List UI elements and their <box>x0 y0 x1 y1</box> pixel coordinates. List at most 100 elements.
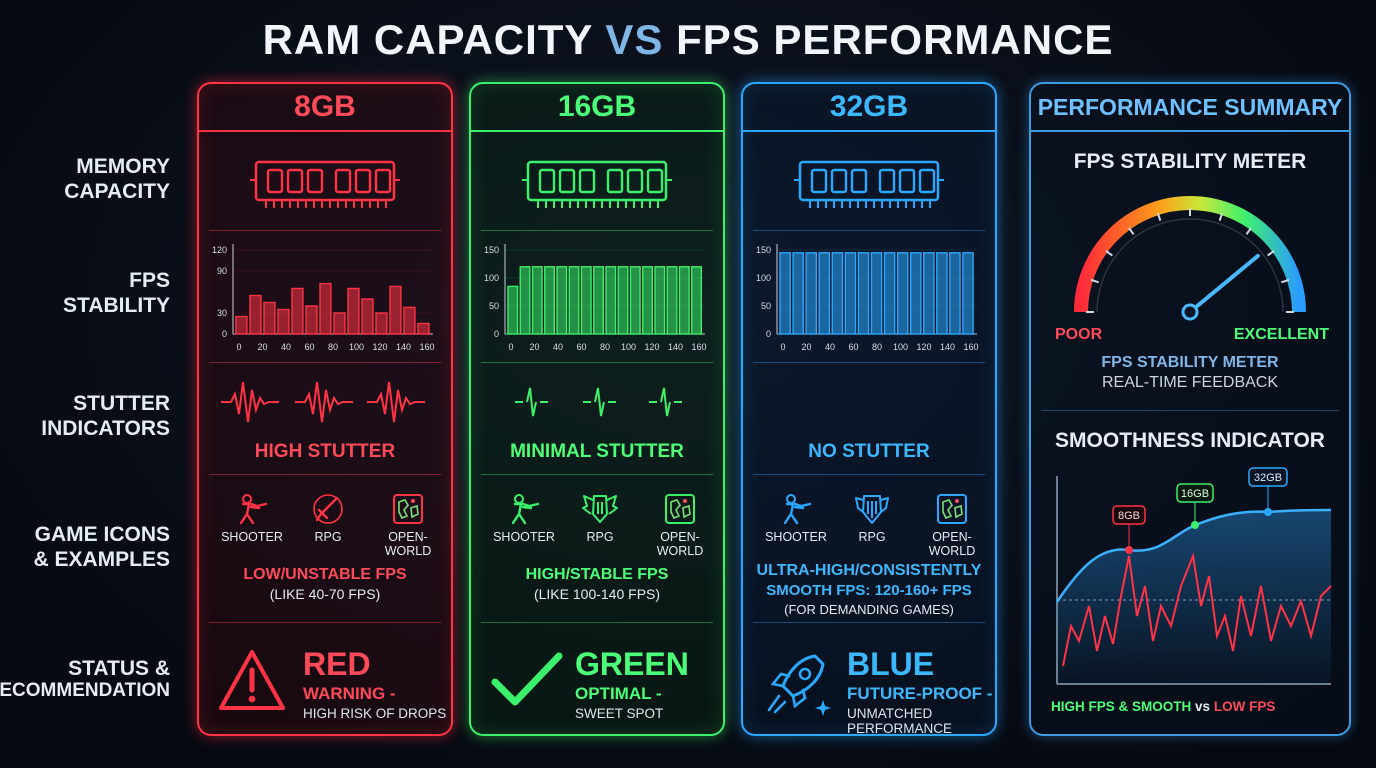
divider <box>481 362 713 363</box>
game-rpg: RPG <box>831 488 913 544</box>
bar <box>617 266 629 335</box>
bar <box>417 322 430 335</box>
column-header: 32GB <box>743 84 995 132</box>
fps-summary-line-2: (LIKE 40-70 FPS) <box>269 586 381 602</box>
x-tick-label: 0 <box>508 342 513 352</box>
meter-subtitle-2: REAL-TIME FEEDBACK <box>1101 374 1279 391</box>
smoothness-title: SMOOTHNESS INDICATOR <box>1055 429 1325 452</box>
x-tick-label: 60 <box>304 342 314 352</box>
x-tick-label: 100 <box>893 342 908 352</box>
status-color: RED <box>303 646 371 682</box>
fps-summary-line-3: (FOR DEMANDING GAMES) <box>784 602 954 617</box>
y-tick-label: 0 <box>766 329 771 339</box>
status-color: BLUE <box>847 646 935 682</box>
status-block: RED WARNING - HIGH RISK OF DROPS <box>199 644 451 724</box>
fps-summary-line-1: LOW/UNSTABLE FPS <box>243 566 407 583</box>
game-rpg: RPG <box>287 488 369 544</box>
bar <box>779 252 791 335</box>
status-block: GREEN OPTIMAL - SWEET SPOT <box>471 644 723 724</box>
fps-summary-line-1: ULTRA-HIGH/CONSISTENTLY <box>756 562 982 579</box>
status-verdict: WARNING - <box>303 684 396 703</box>
bar <box>347 287 360 335</box>
x-tick-label: 160 <box>419 342 434 352</box>
marker-16gb: 16GB <box>1176 483 1214 529</box>
y-tick-label: 0 <box>494 329 499 339</box>
smooth-area <box>1057 510 1331 684</box>
smoothness-legend: HIGH FPS & SMOOTH vs LOW FPS <box>1051 699 1275 714</box>
bar <box>962 252 974 335</box>
gauge-tick <box>1128 227 1135 235</box>
bar <box>936 252 948 335</box>
legend-low: LOW FPS <box>1213 699 1276 714</box>
bar <box>531 266 543 335</box>
x-tick-label: 120 <box>916 342 931 352</box>
bar <box>642 266 654 335</box>
warning-icon <box>217 648 287 717</box>
shooter-icon <box>211 488 293 526</box>
divider <box>481 622 713 623</box>
bar <box>678 266 690 335</box>
bar <box>857 252 870 335</box>
x-tick-label: 60 <box>576 342 586 352</box>
bar <box>654 266 666 335</box>
y-tick-label: 30 <box>217 308 227 318</box>
gauge-tick <box>1280 278 1290 284</box>
row-label-status: STATUS & RECOMMENDATION <box>0 657 170 702</box>
game-label: OPEN-WORLD <box>928 530 976 558</box>
x-tick-label: 160 <box>691 342 706 352</box>
game-open-world: OPEN-WORLD <box>367 488 449 558</box>
bar <box>949 252 961 335</box>
x-tick-label: 0 <box>236 342 241 352</box>
bar <box>389 285 402 335</box>
column-header: 8GB <box>199 84 451 132</box>
game-label: OPEN-WORLD <box>384 530 432 558</box>
divider <box>209 362 441 363</box>
x-tick-label: 40 <box>825 342 835 352</box>
fps-bar-chart: 0 50 100 150 0 20 40 60 80 100 120 140 160 <box>756 244 979 352</box>
bar <box>277 308 290 335</box>
x-tick-label: 120 <box>372 342 387 352</box>
y-tick-label: 120 <box>212 245 227 255</box>
title-vs: VS <box>605 16 664 63</box>
smoothness-chart: 8GB 16GB 32GB <box>1055 467 1332 685</box>
game-label: OPEN-WORLD <box>656 530 704 558</box>
shield-icon <box>831 488 913 526</box>
x-tick-label: 80 <box>328 342 338 352</box>
divider <box>209 230 441 231</box>
divider <box>753 622 985 623</box>
meter-title: FPS STABILITY METER <box>1073 150 1307 173</box>
bar <box>568 266 580 335</box>
divider <box>753 474 985 475</box>
gauge-tick <box>1218 212 1224 222</box>
x-tick-label: 20 <box>801 342 811 352</box>
divider <box>753 362 985 363</box>
game-label: RPG <box>858 530 886 544</box>
bar <box>691 266 703 335</box>
bar <box>593 266 605 335</box>
x-tick-label: 0 <box>780 342 785 352</box>
y-tick-label: 150 <box>484 245 499 255</box>
x-tick-label: 160 <box>963 342 978 352</box>
row-label-games: GAME ICONS & EXAMPLES <box>33 523 170 571</box>
game-shooter: SHOOTER <box>755 488 837 544</box>
bar <box>883 252 896 335</box>
stutter-label: HIGH STUTTER <box>254 441 396 462</box>
bar <box>629 266 641 335</box>
bar <box>333 312 346 335</box>
bar <box>361 298 374 335</box>
sword-icon <box>287 488 369 526</box>
fps-bar-chart: 0 50 100 150 0 20 40 60 80 100 120 140 160 <box>484 244 707 352</box>
status-verdict: OPTIMAL - <box>575 684 662 703</box>
x-tick-label: 40 <box>281 342 291 352</box>
jagged-line <box>1062 552 1332 667</box>
fps-summary-line-1: HIGH/STABLE FPS <box>525 566 669 583</box>
fps-summary-line-2: (LIKE 100-140 FPS) <box>533 586 661 602</box>
x-tick-label: 20 <box>529 342 539 352</box>
map-icon <box>367 488 449 526</box>
ram-stick-icon <box>522 160 672 208</box>
map-icon <box>639 488 721 526</box>
y-tick-label: 0 <box>222 329 227 339</box>
svg-text:8GB: 8GB <box>1118 510 1140 522</box>
winged-helmet-icon <box>559 488 641 526</box>
gauge-tick <box>1245 227 1252 235</box>
